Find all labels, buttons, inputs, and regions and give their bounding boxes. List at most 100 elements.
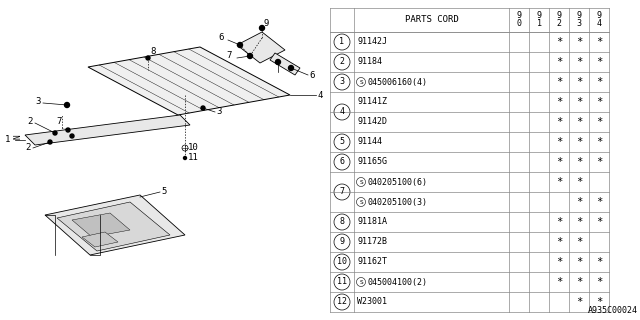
Text: *: *: [576, 97, 582, 107]
Text: *: *: [576, 297, 582, 307]
Text: 9: 9: [577, 12, 582, 20]
Text: A935C00024: A935C00024: [588, 306, 638, 315]
Text: 2: 2: [27, 116, 33, 125]
Circle shape: [53, 131, 57, 135]
Circle shape: [259, 26, 264, 30]
Text: 1: 1: [339, 37, 344, 46]
Circle shape: [248, 53, 253, 59]
Polygon shape: [270, 53, 300, 75]
Text: 2: 2: [339, 58, 344, 67]
Text: 91165G: 91165G: [357, 157, 387, 166]
Text: 12: 12: [337, 298, 347, 307]
Text: S: S: [359, 79, 363, 84]
Polygon shape: [237, 32, 285, 63]
Text: 8: 8: [150, 47, 156, 57]
Text: 1: 1: [536, 20, 541, 28]
Text: *: *: [596, 197, 602, 207]
Text: *: *: [576, 117, 582, 127]
Text: *: *: [576, 237, 582, 247]
Text: *: *: [556, 177, 562, 187]
Polygon shape: [88, 47, 290, 115]
Text: *: *: [576, 277, 582, 287]
Text: 3: 3: [216, 108, 221, 116]
Text: 2: 2: [557, 20, 561, 28]
Text: 3: 3: [35, 97, 40, 106]
Text: 11: 11: [337, 277, 347, 286]
Text: 6: 6: [309, 70, 314, 79]
Text: 91142J: 91142J: [357, 37, 387, 46]
Text: 8: 8: [339, 218, 344, 227]
Text: 6: 6: [218, 34, 223, 43]
Text: *: *: [596, 77, 602, 87]
Text: *: *: [576, 177, 582, 187]
Text: 9: 9: [339, 237, 344, 246]
Text: *: *: [556, 277, 562, 287]
Circle shape: [237, 43, 243, 47]
Text: 045006160(4): 045006160(4): [367, 77, 427, 86]
Text: *: *: [556, 57, 562, 67]
Text: W23001: W23001: [357, 298, 387, 307]
Text: 7: 7: [226, 52, 232, 60]
Text: *: *: [596, 157, 602, 167]
Text: *: *: [556, 97, 562, 107]
Circle shape: [70, 134, 74, 138]
Text: *: *: [556, 157, 562, 167]
Text: *: *: [596, 57, 602, 67]
Circle shape: [48, 140, 52, 144]
Text: *: *: [596, 37, 602, 47]
Text: 3: 3: [339, 77, 344, 86]
Text: 11: 11: [188, 154, 199, 163]
Circle shape: [184, 156, 186, 159]
Text: PARTS CORD: PARTS CORD: [404, 15, 458, 25]
Text: 0: 0: [516, 20, 522, 28]
Text: *: *: [576, 217, 582, 227]
Text: *: *: [556, 37, 562, 47]
Text: 91181A: 91181A: [357, 218, 387, 227]
Text: *: *: [556, 117, 562, 127]
Text: 10: 10: [337, 258, 347, 267]
Text: *: *: [556, 137, 562, 147]
Circle shape: [275, 60, 280, 65]
Text: 9: 9: [596, 12, 602, 20]
Text: S: S: [359, 199, 363, 204]
Text: 91184: 91184: [357, 58, 382, 67]
Circle shape: [146, 56, 150, 60]
Text: 9: 9: [516, 12, 522, 20]
Text: 5: 5: [339, 138, 344, 147]
Circle shape: [201, 106, 205, 110]
Text: *: *: [556, 77, 562, 87]
Polygon shape: [45, 195, 185, 255]
Text: *: *: [576, 157, 582, 167]
Text: 5: 5: [161, 188, 166, 196]
Text: *: *: [576, 77, 582, 87]
Text: S: S: [359, 180, 363, 185]
Text: 91141Z: 91141Z: [357, 98, 387, 107]
Text: 9: 9: [536, 12, 541, 20]
Text: *: *: [576, 57, 582, 67]
Text: *: *: [556, 217, 562, 227]
Text: N: N: [13, 135, 22, 139]
Text: 040205100(3): 040205100(3): [367, 197, 427, 206]
Text: 3: 3: [577, 20, 582, 28]
Text: *: *: [556, 237, 562, 247]
Text: *: *: [596, 117, 602, 127]
Text: S: S: [359, 279, 363, 284]
Text: 040205100(6): 040205100(6): [367, 178, 427, 187]
Text: 4: 4: [596, 20, 602, 28]
Text: *: *: [596, 257, 602, 267]
Text: 6: 6: [339, 157, 344, 166]
Text: *: *: [576, 37, 582, 47]
Text: 1: 1: [5, 135, 10, 145]
Polygon shape: [25, 115, 190, 145]
Polygon shape: [57, 202, 170, 251]
Text: *: *: [556, 257, 562, 267]
Text: 2: 2: [25, 143, 30, 153]
Text: 4: 4: [339, 108, 344, 116]
Circle shape: [289, 66, 294, 70]
Text: 4: 4: [317, 91, 323, 100]
Text: *: *: [596, 277, 602, 287]
Text: *: *: [596, 97, 602, 107]
Text: *: *: [596, 297, 602, 307]
Text: *: *: [596, 217, 602, 227]
Text: 91162T: 91162T: [357, 258, 387, 267]
